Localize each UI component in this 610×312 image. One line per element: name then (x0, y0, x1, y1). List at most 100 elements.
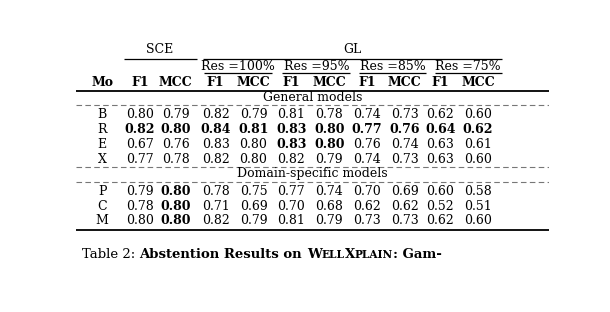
Text: X: X (345, 248, 355, 261)
Text: C: C (98, 200, 107, 212)
Text: 0.79: 0.79 (315, 214, 343, 227)
Text: 0.62: 0.62 (353, 200, 381, 212)
Text: Domain-specific models: Domain-specific models (237, 168, 388, 180)
Text: 0.62: 0.62 (426, 108, 454, 121)
Text: 0.77: 0.77 (126, 153, 154, 165)
Text: 0.60: 0.60 (464, 214, 492, 227)
Text: 0.80: 0.80 (160, 214, 191, 227)
Text: 0.51: 0.51 (464, 200, 492, 212)
Text: Mo: Mo (92, 76, 113, 89)
Text: P: P (98, 185, 107, 198)
Text: 0.79: 0.79 (162, 108, 189, 121)
Text: 0.63: 0.63 (426, 138, 454, 151)
Text: 0.81: 0.81 (278, 214, 305, 227)
Text: Res =75%: Res =75% (436, 60, 501, 73)
Text: Res =100%: Res =100% (201, 60, 275, 73)
Text: M: M (96, 214, 109, 227)
Text: 0.67: 0.67 (126, 138, 154, 151)
Text: 0.83: 0.83 (276, 138, 307, 151)
Text: 0.80: 0.80 (126, 108, 154, 121)
Text: ELL: ELL (321, 249, 345, 260)
Text: 0.82: 0.82 (125, 123, 156, 136)
Text: Res =95%: Res =95% (284, 60, 349, 73)
Text: 0.73: 0.73 (391, 108, 418, 121)
Text: 0.77: 0.77 (352, 123, 382, 136)
Text: Table 2:: Table 2: (82, 248, 140, 261)
Text: 0.73: 0.73 (391, 214, 418, 227)
Text: 0.62: 0.62 (463, 123, 493, 136)
Text: 0.82: 0.82 (202, 153, 229, 165)
Text: X: X (98, 153, 107, 165)
Text: 0.82: 0.82 (278, 153, 305, 165)
Text: 0.60: 0.60 (464, 108, 492, 121)
Text: 0.73: 0.73 (353, 214, 381, 227)
Text: 0.62: 0.62 (426, 214, 454, 227)
Text: F1: F1 (131, 76, 149, 89)
Text: 0.73: 0.73 (391, 153, 418, 165)
Text: 0.79: 0.79 (126, 185, 154, 198)
Text: 0.76: 0.76 (353, 138, 381, 151)
Text: 0.74: 0.74 (391, 138, 418, 151)
Text: 0.69: 0.69 (391, 185, 418, 198)
Text: 0.80: 0.80 (240, 138, 267, 151)
Text: MCC: MCC (312, 76, 346, 89)
Text: 0.80: 0.80 (126, 214, 154, 227)
Text: 0.75: 0.75 (240, 185, 267, 198)
Text: 0.80: 0.80 (160, 185, 191, 198)
Text: W: W (307, 248, 321, 261)
Text: 0.60: 0.60 (464, 153, 492, 165)
Text: MCC: MCC (461, 76, 495, 89)
Text: 0.81: 0.81 (239, 123, 269, 136)
Text: 0.80: 0.80 (314, 123, 345, 136)
Text: 0.70: 0.70 (278, 200, 305, 212)
Text: E: E (98, 138, 107, 151)
Text: 0.80: 0.80 (160, 200, 191, 212)
Text: 0.79: 0.79 (240, 108, 267, 121)
Text: PLAIN: PLAIN (355, 249, 393, 260)
Text: 0.58: 0.58 (464, 185, 492, 198)
Text: 0.61: 0.61 (464, 138, 492, 151)
Text: F1: F1 (282, 76, 300, 89)
Text: 0.79: 0.79 (315, 153, 343, 165)
Text: F1: F1 (358, 76, 376, 89)
Text: 0.70: 0.70 (353, 185, 381, 198)
Text: 0.74: 0.74 (315, 185, 343, 198)
Text: 0.82: 0.82 (202, 108, 229, 121)
Text: 0.71: 0.71 (202, 200, 229, 212)
Text: 0.69: 0.69 (240, 200, 267, 212)
Text: Abstention Results on: Abstention Results on (140, 248, 307, 261)
Text: 0.77: 0.77 (278, 185, 305, 198)
Text: GL: GL (343, 43, 362, 56)
Text: F1: F1 (207, 76, 224, 89)
Text: 0.74: 0.74 (353, 108, 381, 121)
Text: 0.83: 0.83 (202, 138, 229, 151)
Text: 0.68: 0.68 (315, 200, 343, 212)
Text: Res =85%: Res =85% (360, 60, 425, 73)
Text: 0.79: 0.79 (240, 214, 267, 227)
Text: 0.64: 0.64 (425, 123, 456, 136)
Text: General models: General models (263, 91, 362, 105)
Text: MCC: MCC (237, 76, 270, 89)
Text: 0.83: 0.83 (276, 123, 307, 136)
Text: B: B (98, 108, 107, 121)
Text: 0.78: 0.78 (126, 200, 154, 212)
Text: MCC: MCC (159, 76, 192, 89)
Text: F1: F1 (431, 76, 449, 89)
Text: 0.62: 0.62 (391, 200, 418, 212)
Text: 0.80: 0.80 (160, 123, 191, 136)
Text: : Gam-: : Gam- (393, 248, 442, 261)
Text: 0.81: 0.81 (278, 108, 305, 121)
Text: 0.84: 0.84 (201, 123, 231, 136)
Text: 0.78: 0.78 (162, 153, 189, 165)
Text: MCC: MCC (388, 76, 422, 89)
Text: 0.63: 0.63 (426, 153, 454, 165)
Text: 0.80: 0.80 (314, 138, 345, 151)
Text: 0.52: 0.52 (426, 200, 454, 212)
Text: R: R (98, 123, 107, 136)
Text: 0.74: 0.74 (353, 153, 381, 165)
Text: 0.82: 0.82 (202, 214, 229, 227)
Text: 0.78: 0.78 (202, 185, 229, 198)
Text: 0.80: 0.80 (240, 153, 267, 165)
Text: 0.76: 0.76 (162, 138, 189, 151)
Text: 0.76: 0.76 (390, 123, 420, 136)
